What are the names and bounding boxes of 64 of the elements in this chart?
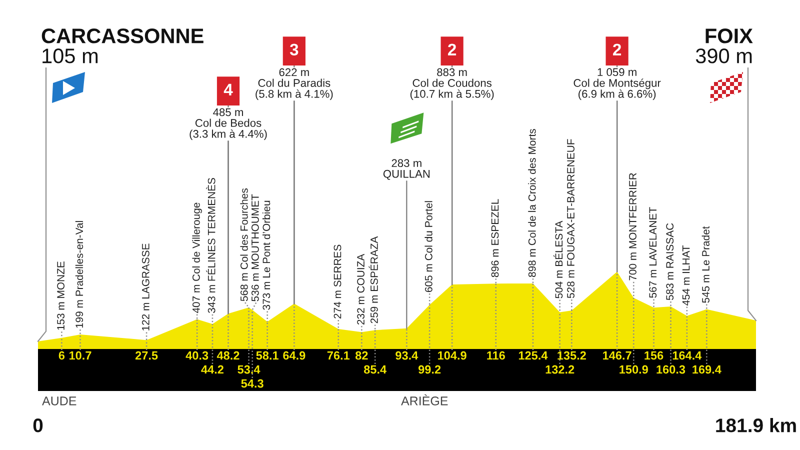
data-label: 259 m ESPÉRAZA: [368, 236, 378, 324]
text: CARCASSONNE: [42, 28, 204, 44]
annotation: 160.3: [656, 365, 686, 374]
data-label: 528 m FOUGAX-ET-BARRENEUF: [567, 139, 574, 298]
data-label: 896 m ESPEZEL: [491, 199, 499, 278]
annotation: 1 059 m Col de Montségur (6.9 km à 6.6%): [574, 68, 661, 100]
annotation: 283 m QUILLAN: [383, 159, 430, 180]
annotation: 4: [224, 84, 233, 96]
annotation: 125.4: [518, 351, 548, 360]
annotation: 150.9: [620, 365, 648, 374]
annotation: 146.7: [603, 351, 632, 360]
x-tick-label: 0: [33, 418, 43, 432]
data-label: 274 m SERRES: [334, 244, 342, 318]
annotation: 48.2: [216, 351, 240, 360]
annotation: 10.7: [69, 351, 92, 360]
data-label: 605 m Col du Portel: [424, 201, 432, 292]
annotation: 169.4: [692, 365, 722, 374]
data-label: 343 m FÉLINES TERMENÈS: [206, 178, 216, 313]
annotation: 132.2: [546, 365, 574, 374]
annotation: 135.2: [558, 351, 586, 360]
data-label: 199 m Pradelles-en-Val: [75, 221, 84, 328]
data-label: 898 m Col de la Croix des Morts: [528, 129, 536, 277]
annotation: 93.4: [396, 351, 418, 360]
annotation: 390 m: [696, 48, 752, 64]
annotation: 3: [290, 44, 298, 56]
annotation: 485 m Col de Bedos (3.3 km à 4.4%): [190, 108, 267, 140]
annotation: 116: [487, 351, 505, 360]
data-label: 583 m RAISSAC: [666, 223, 674, 300]
annotation: 883 m Col de Coudons (10.7 km à 5.5%): [410, 68, 494, 100]
annotation: 40.3: [186, 351, 208, 360]
annotation: 58.1: [256, 351, 278, 360]
annotation: 53.4: [238, 365, 260, 374]
data-label: 545 m Le Pradet: [702, 226, 710, 303]
annotation: 27.5: [135, 351, 158, 360]
data-label: 536 m MOUTHOUMET: [251, 194, 259, 302]
annotation: 82: [355, 351, 368, 360]
annotation: 54.3: [241, 379, 264, 388]
data-label: 232 m COUIZA: [357, 254, 364, 325]
annotation: 6: [58, 351, 65, 360]
data-label: 454 m ILHAT: [682, 245, 690, 306]
annotation: 85.4: [364, 365, 387, 374]
data-label: 407 m Col de Villerouge: [192, 202, 202, 314]
annotation: 64.9: [283, 351, 306, 360]
data-label: 373 m Le Pont d’Orbieu: [262, 200, 270, 310]
data-label: 122 m LAGRASSE: [142, 244, 150, 330]
data-label: 153 m MONZE: [57, 262, 64, 330]
text: AUDE: [42, 396, 76, 406]
annotation: 44.2: [201, 365, 224, 374]
annotation: 99.2: [418, 365, 441, 374]
annotation: 76.1: [327, 351, 350, 360]
annotation: 2: [448, 44, 456, 56]
data-label: 568 m Col des Fourches: [240, 188, 248, 302]
data-label: 567 m LAVELANET: [649, 207, 657, 298]
annotation: 2: [613, 44, 622, 56]
text: FOIX: [706, 28, 753, 44]
x-tick-label: 181.9 km: [716, 418, 796, 432]
annotation: 622 m Col du Paradis (5.8 km à 4.1%): [256, 68, 333, 100]
annotation: 105 m: [42, 48, 98, 64]
text: ARIÈGE: [401, 394, 448, 406]
annotation: 104.9: [438, 351, 466, 360]
data-label: 504 m BÉLESTA: [553, 220, 563, 298]
annotation: 156: [644, 351, 664, 360]
annotation: 164.4: [672, 351, 702, 360]
data-label: 700 m MONTFERRIER: [629, 173, 636, 280]
